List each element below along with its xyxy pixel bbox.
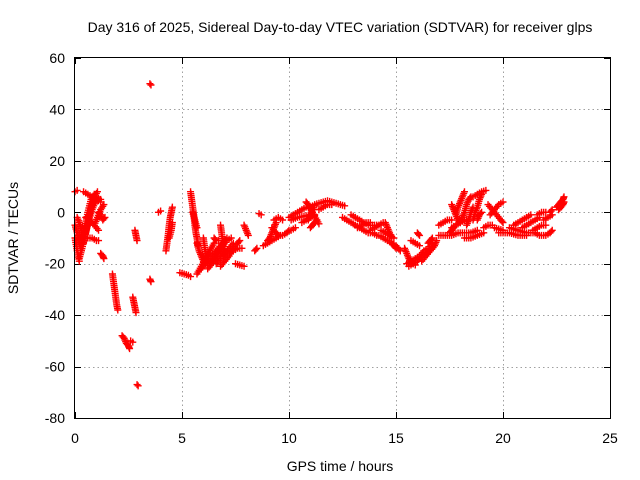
data-point xyxy=(428,234,436,242)
data-point xyxy=(100,215,108,223)
data-point xyxy=(101,213,109,221)
data-point xyxy=(132,309,140,317)
data-point xyxy=(146,80,154,88)
data-point xyxy=(168,203,176,211)
data-point xyxy=(396,247,404,255)
data-point xyxy=(391,243,399,251)
y-tick-label: 40 xyxy=(49,101,65,117)
chart-title: Day 316 of 2025, Sidereal Day-to-day VTE… xyxy=(88,19,593,35)
data-point xyxy=(450,224,458,232)
data-point xyxy=(253,244,261,252)
data-point xyxy=(291,224,299,232)
x-tick-labels: 0 5 10 15 20 25 xyxy=(71,430,618,446)
data-point xyxy=(244,231,252,239)
data-point xyxy=(240,262,248,270)
data-point xyxy=(147,278,155,286)
data-point xyxy=(560,198,568,206)
data-point xyxy=(134,382,142,390)
data-point xyxy=(499,198,507,206)
data-point xyxy=(193,224,201,232)
data-point xyxy=(460,188,468,196)
y-tick-label: 0 xyxy=(57,204,65,220)
data-point xyxy=(328,201,336,209)
data-point xyxy=(168,219,176,227)
data-point xyxy=(416,231,424,239)
plot-frame xyxy=(74,57,611,419)
x-tick-label: 0 xyxy=(71,430,79,446)
data-point xyxy=(392,244,400,252)
data-point xyxy=(542,221,550,229)
data-point xyxy=(547,228,555,236)
data-point xyxy=(427,235,435,243)
x-tick-label: 10 xyxy=(281,430,297,446)
data-point xyxy=(273,230,281,238)
data-point xyxy=(478,208,486,216)
data-point xyxy=(448,216,456,224)
data-point xyxy=(157,207,165,215)
y-tick-label: 60 xyxy=(49,50,65,66)
data-point xyxy=(416,242,424,250)
data-point xyxy=(284,228,292,236)
data-point xyxy=(257,211,265,219)
data-point xyxy=(482,186,490,194)
x-tick-label: 20 xyxy=(495,430,511,446)
data-point xyxy=(548,226,556,234)
data-point xyxy=(95,226,103,234)
x-tick-label: 25 xyxy=(602,430,618,446)
data-point xyxy=(548,206,556,214)
y-axis-label: SDTVAR / TECUs xyxy=(5,182,21,294)
data-point xyxy=(236,237,244,245)
data-point xyxy=(187,273,195,281)
data-point xyxy=(100,201,108,209)
data-point xyxy=(312,217,320,225)
y-tick-labels: -80 -60 -40 -20 0 20 40 60 xyxy=(45,50,65,426)
data-point xyxy=(279,216,287,224)
data-point xyxy=(211,235,219,243)
data-point xyxy=(366,219,374,227)
data-point xyxy=(527,211,535,219)
data-point xyxy=(311,202,319,210)
data-point xyxy=(114,306,122,314)
data-point xyxy=(235,238,243,246)
x-tick-label: 5 xyxy=(178,430,186,446)
data-point xyxy=(133,381,141,389)
data-point xyxy=(466,194,474,202)
data-point xyxy=(95,237,103,245)
y-tick-label: -20 xyxy=(45,256,65,272)
data-point xyxy=(252,246,260,254)
data-point xyxy=(126,345,134,353)
data-point xyxy=(523,231,531,239)
data-point xyxy=(238,244,246,252)
data-point xyxy=(498,217,506,225)
x-tick-label: 15 xyxy=(388,430,404,446)
y-tick-label: 20 xyxy=(49,153,65,169)
data-points xyxy=(71,80,568,390)
data-point xyxy=(147,81,155,89)
y-tick-label: -40 xyxy=(45,307,65,323)
data-point xyxy=(414,230,422,238)
data-point xyxy=(449,225,457,233)
data-point xyxy=(100,255,108,263)
data-point xyxy=(433,237,441,245)
data-point xyxy=(547,207,555,215)
grid-lines xyxy=(75,58,610,418)
data-point xyxy=(129,338,137,346)
data-point xyxy=(477,210,485,218)
y-tick-label: -60 xyxy=(45,359,65,375)
data-point xyxy=(499,219,507,227)
data-point xyxy=(313,216,321,224)
x-axis-label: GPS time / hours xyxy=(287,458,394,474)
y-tick-label: -80 xyxy=(45,410,65,426)
axis-ticks xyxy=(75,58,611,419)
data-point xyxy=(133,237,141,245)
data-point xyxy=(227,234,235,242)
data-point xyxy=(341,202,349,210)
